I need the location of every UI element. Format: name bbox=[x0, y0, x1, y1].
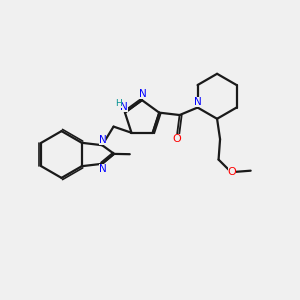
Text: N: N bbox=[99, 164, 106, 174]
Text: N: N bbox=[139, 89, 146, 99]
Text: H: H bbox=[115, 99, 122, 108]
Text: N: N bbox=[99, 135, 106, 145]
Text: N: N bbox=[120, 102, 127, 112]
Text: O: O bbox=[173, 134, 182, 144]
Text: N: N bbox=[194, 97, 202, 107]
Text: O: O bbox=[228, 167, 236, 178]
